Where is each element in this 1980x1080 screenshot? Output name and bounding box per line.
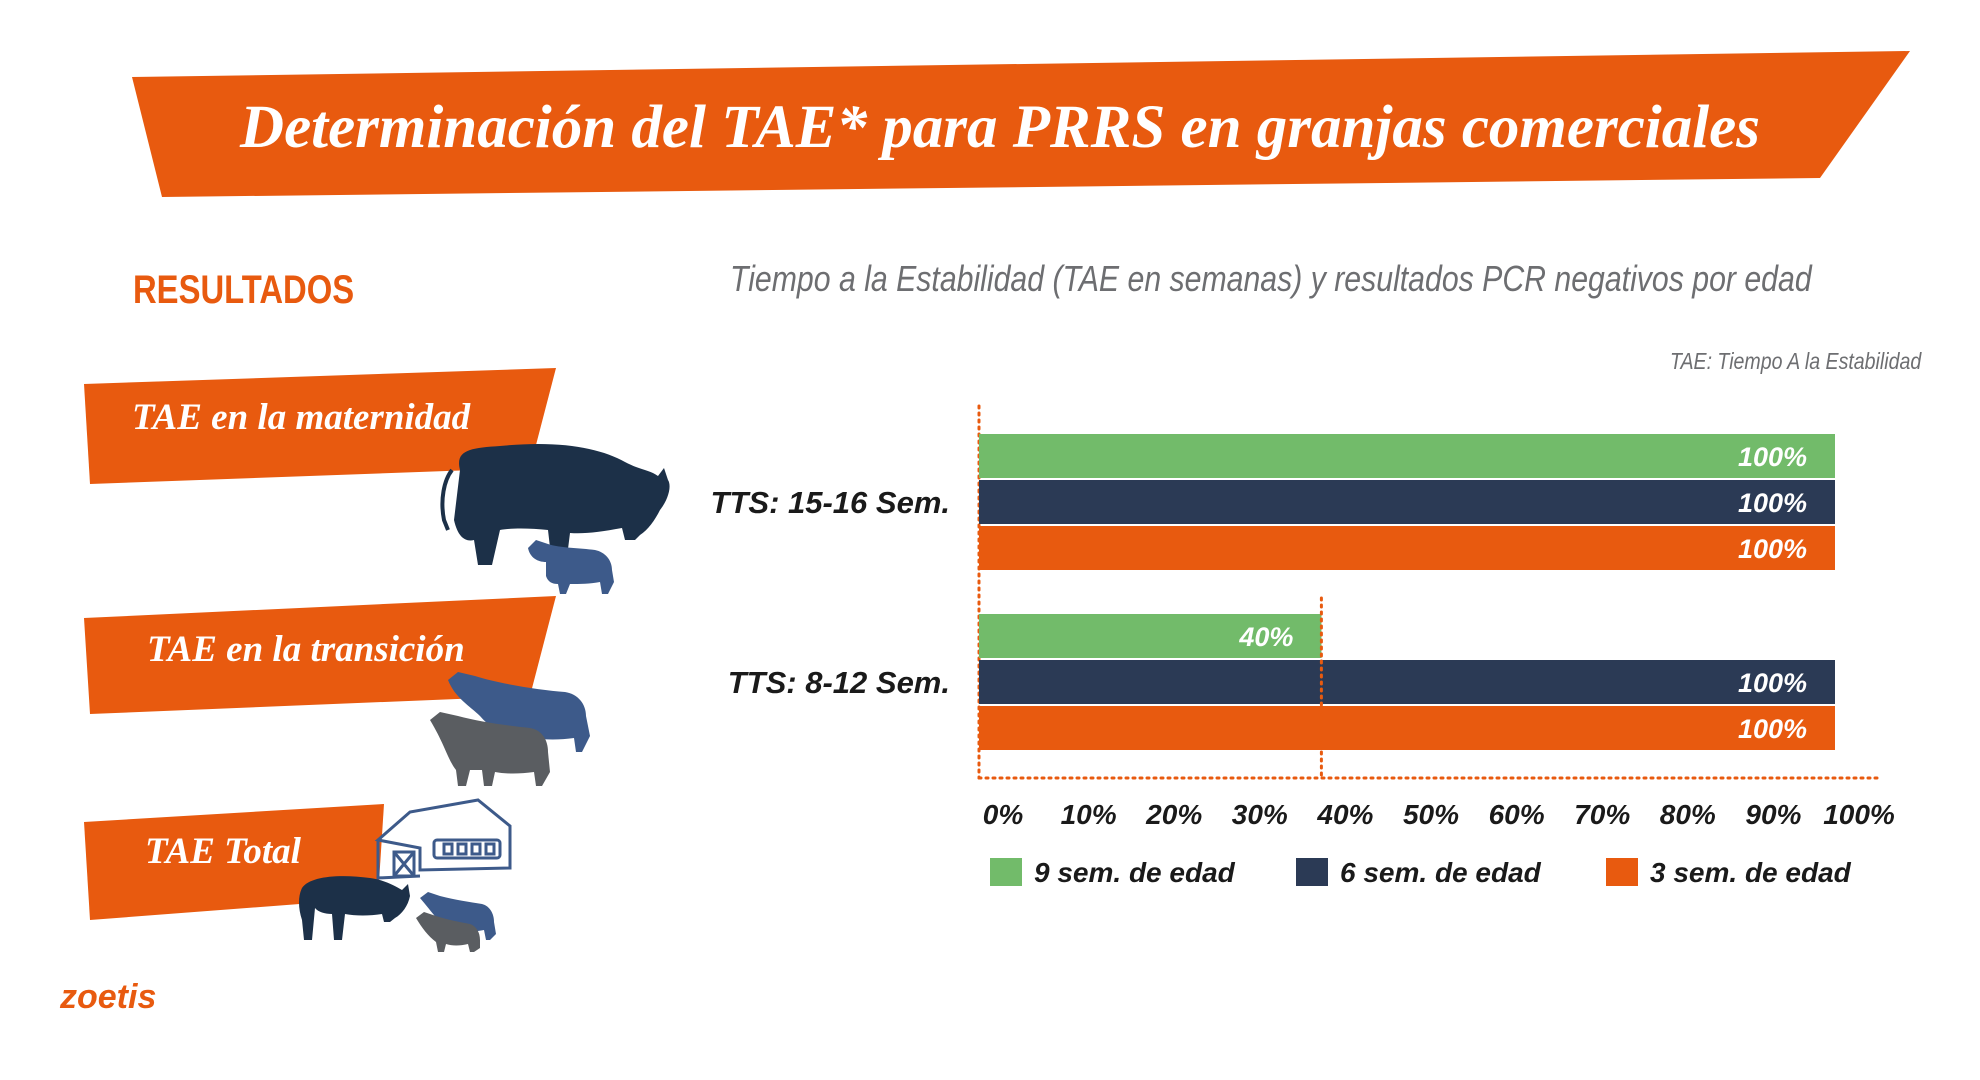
category-label: TTS: 8-12 Sem.	[728, 665, 950, 700]
bar-1-2	[979, 480, 1835, 524]
bar-1-1	[979, 434, 1835, 478]
x-tick-label: 30%	[1232, 799, 1288, 830]
bar-1-3	[979, 526, 1835, 570]
label-tag-transicion-bg	[84, 596, 556, 714]
barn-icon	[374, 798, 512, 880]
label-total: TAE Total	[145, 831, 301, 872]
bar-value-label: 40%	[1238, 622, 1293, 652]
category-label: TTS: 15-16 Sem.	[711, 485, 950, 520]
page-title: Determinación del TAE* para PRRS en gran…	[240, 94, 1760, 161]
x-tick-label: 40%	[1316, 799, 1373, 830]
x-tick-label: 20%	[1145, 799, 1202, 830]
x-tick-label: 90%	[1745, 799, 1801, 830]
chart-note: TAE: Tiempo A la Estabilidad	[1670, 348, 1922, 374]
bar-2-2	[979, 660, 1835, 704]
piglet-icon	[528, 540, 614, 594]
bar-2-3	[979, 706, 1835, 750]
label-tag-maternidad-bg	[84, 368, 556, 484]
bar-value-label: 100%	[1738, 534, 1807, 564]
x-tick-label: 60%	[1489, 799, 1545, 830]
bar-value-label: 100%	[1738, 714, 1807, 744]
section-heading: RESULTADOS	[133, 268, 355, 312]
sow-icon	[440, 443, 670, 565]
legend-swatch	[990, 858, 1022, 886]
label-maternidad: TAE en la maternidad	[132, 397, 471, 438]
x-tick-label: 50%	[1403, 799, 1459, 830]
chart-layer: 100% 100% 100% TTS: 15-16 Sem. 40% 100% 100% TT…	[711, 404, 1895, 888]
x-tick-label: 70%	[1574, 799, 1630, 830]
chart-title: Tiempo a la Estabilidad (TAE en semanas)…	[730, 258, 1812, 299]
bar-value-label: 100%	[1738, 668, 1807, 698]
bar-2-1	[979, 614, 1322, 658]
title-banner	[132, 51, 1910, 197]
x-tick-label: 80%	[1660, 799, 1716, 830]
label-transicion: TAE en la transición	[147, 629, 465, 670]
bar-value-label: 100%	[1738, 442, 1807, 472]
x-tick-label: 10%	[1061, 799, 1117, 830]
legend-label: 3 sem. de edad	[1650, 857, 1852, 888]
legend-label: 6 sem. de edad	[1340, 857, 1542, 888]
zoetis-logo: zoetis	[60, 978, 157, 1016]
legend-swatch	[1296, 858, 1328, 886]
pig-family-icon	[299, 876, 496, 952]
weaner-pigs-icon	[430, 672, 590, 786]
legend-label: 9 sem. de edad	[1034, 857, 1236, 888]
x-tick-label: 0%	[983, 799, 1024, 830]
legend-swatch	[1606, 858, 1638, 886]
x-tick-label: 100%	[1823, 799, 1895, 830]
bar-value-label: 100%	[1738, 488, 1807, 518]
